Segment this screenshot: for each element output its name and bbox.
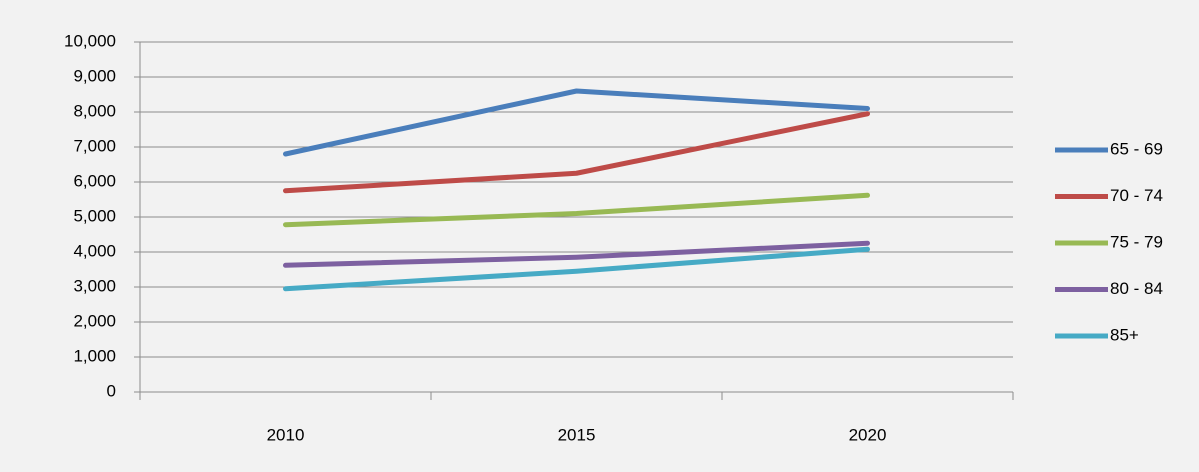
y-tick-label: 6,000 <box>73 171 116 190</box>
legend-label: 65 - 69 <box>1110 139 1163 158</box>
legend-label: 70 - 74 <box>1110 186 1163 205</box>
x-tick-label: 2020 <box>849 425 887 444</box>
y-tick-label: 8,000 <box>73 101 116 120</box>
series-line <box>283 192 870 228</box>
y-tick-label: 7,000 <box>73 136 116 155</box>
y-tick-label: 5,000 <box>73 206 116 225</box>
y-tick-label: 10,000 <box>64 31 116 50</box>
series-line <box>283 240 870 268</box>
y-tick-label: 2,000 <box>73 311 116 330</box>
y-tick-label: 9,000 <box>73 66 116 85</box>
y-tick-label: 0 <box>107 381 116 400</box>
series-line <box>283 88 870 157</box>
y-tick-label: 1,000 <box>73 346 116 365</box>
y-tick-label: 3,000 <box>73 276 116 295</box>
x-tick-label: 2015 <box>558 425 596 444</box>
y-tick-label: 4,000 <box>73 241 116 260</box>
legend-label: 75 - 79 <box>1110 232 1163 251</box>
legend-label: 80 - 84 <box>1110 279 1163 298</box>
x-tick-label: 2010 <box>267 425 305 444</box>
series-line <box>283 111 870 194</box>
series-line <box>283 246 870 292</box>
legend-label: 85+ <box>1110 325 1139 344</box>
